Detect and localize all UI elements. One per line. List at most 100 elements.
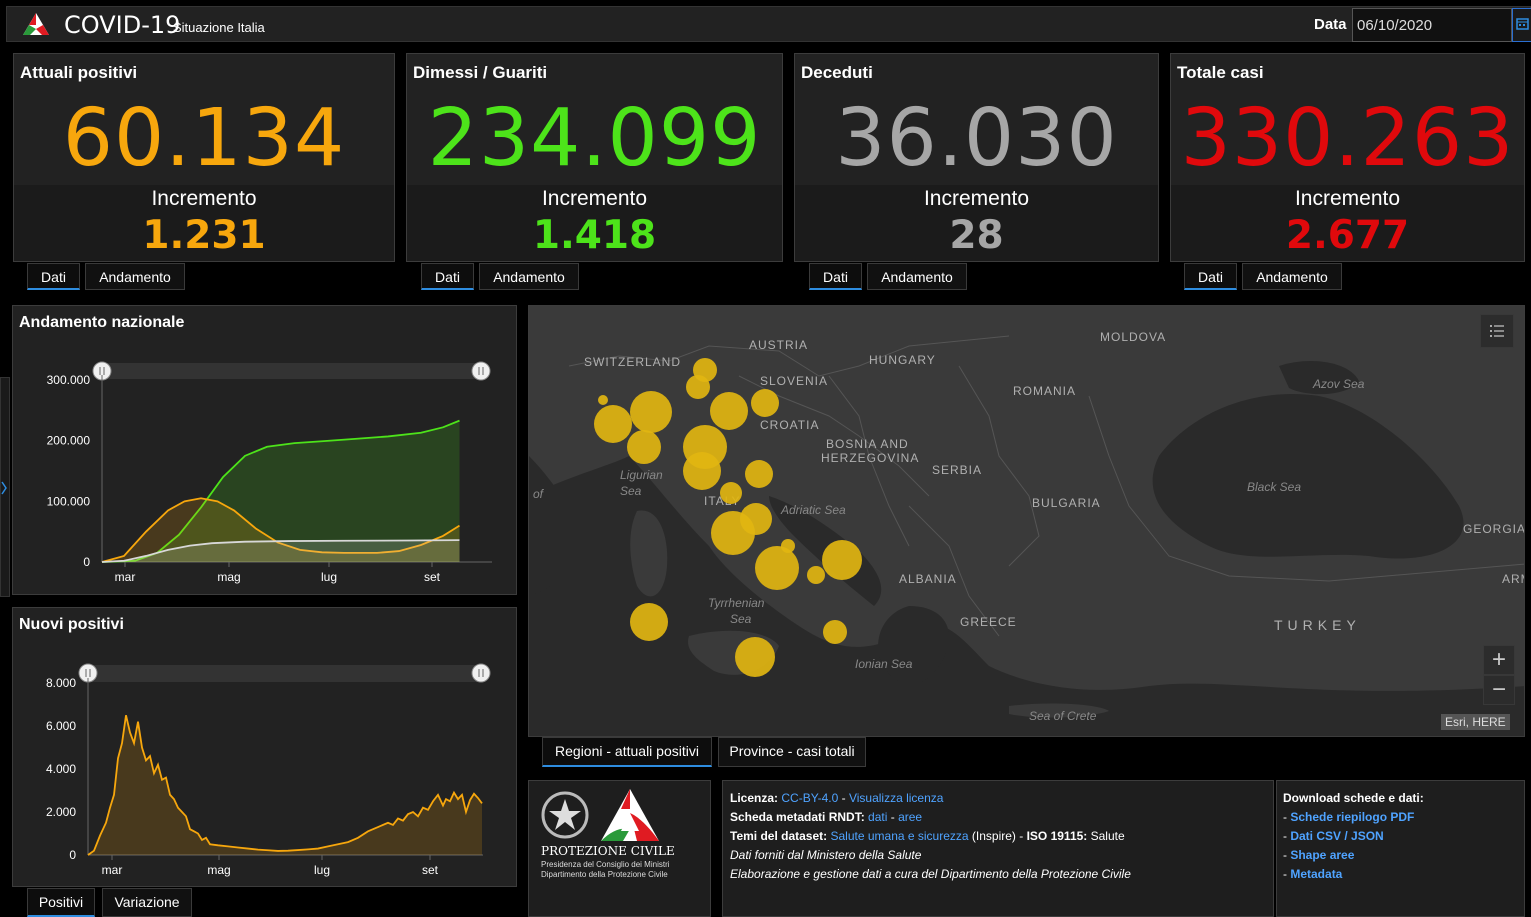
map-label: SERBIA — [932, 463, 983, 477]
range-slider-track[interactable] — [101, 363, 481, 379]
license-label: Licenza: — [730, 791, 779, 805]
series-area — [88, 715, 482, 855]
zoom-out-button[interactable]: − — [1483, 675, 1515, 705]
range-slider-track[interactable] — [87, 665, 481, 682]
iso-value: Salute — [1087, 829, 1125, 843]
y-tick-label: 4.000 — [46, 762, 76, 776]
bullet: - — [1283, 829, 1291, 843]
region-bubble[interactable] — [735, 637, 775, 677]
logo-line1: Presidenza del Consiglio dei Ministri — [541, 860, 670, 869]
region-bubble[interactable] — [711, 511, 755, 555]
y-tick-label: 0 — [69, 848, 76, 862]
calendar-button[interactable] — [1512, 8, 1531, 42]
region-bubble[interactable] — [755, 546, 799, 590]
region-bubble[interactable] — [594, 405, 632, 443]
region-bubble[interactable] — [822, 540, 862, 580]
bullet: - — [1283, 867, 1291, 881]
region-bubble[interactable] — [598, 395, 608, 405]
card-dimessi-guariti: Dimessi / Guariti 234.099 Incremento 1.4… — [406, 53, 783, 262]
series-area — [102, 420, 460, 562]
map-bubbles[interactable] — [529, 306, 1525, 737]
region-bubble[interactable] — [751, 389, 779, 417]
range-handle[interactable] — [471, 663, 491, 683]
card-title: Attuali positivi — [20, 63, 138, 82]
list-icon — [1490, 325, 1504, 337]
themes-link[interactable]: Salute umana e sicurezza — [830, 829, 969, 843]
side-panel-handle[interactable] — [0, 377, 10, 597]
map-label: BULGARIA — [1032, 496, 1101, 510]
tab-andamento-positivi[interactable]: Andamento — [85, 263, 185, 290]
card-lower — [14, 185, 394, 261]
map-label: ROMANIA — [1013, 384, 1077, 398]
download-item: - Dati CSV / JSON — [1283, 829, 1518, 843]
map-sea-label: of — [533, 487, 544, 501]
license-link[interactable]: CC-BY-4.0 — [781, 791, 839, 805]
national-trend-panel: Andamento nazionale 300.000 200.000 100.00… — [12, 305, 517, 595]
region-bubble[interactable] — [807, 566, 825, 584]
map-label: CROATIA — [760, 418, 820, 432]
map-view[interactable]: SWITZERLAND AUSTRIA HUNGARY MOLDOVA SLOV… — [528, 305, 1525, 737]
map-label: GREECE — [960, 615, 1017, 629]
calendar-icon — [1516, 18, 1529, 30]
region-bubble[interactable] — [630, 391, 672, 433]
tab-andamento-totale[interactable]: Andamento — [1242, 263, 1342, 290]
tab-dati-guariti[interactable]: Dati — [421, 263, 474, 290]
metadata-aree-link[interactable]: aree — [898, 810, 923, 824]
tab-province[interactable]: Province - casi totali — [718, 737, 866, 767]
map-sea-label: Sea of Crete — [1029, 709, 1097, 723]
card-title: Totale casi — [1177, 63, 1264, 82]
map-sea-label: Ionian Sea — [855, 657, 913, 671]
logo-box: PROTEZIONE CIVILE Presidenza del Consigl… — [528, 780, 711, 917]
map-attribution[interactable]: Esri, HERE — [1441, 714, 1510, 730]
zoom-in-button[interactable]: + — [1483, 645, 1515, 675]
national-trend-chart[interactable]: 300.000 200.000 100.000 0 mar mag lug set — [13, 306, 518, 596]
y-tick-label: 0 — [83, 555, 90, 569]
region-bubble[interactable] — [686, 375, 710, 399]
series-line — [101, 539, 460, 563]
card-increment-value: 1.418 — [532, 213, 657, 258]
map-label: SWITZERLAND — [584, 355, 682, 369]
region-bubble[interactable] — [823, 620, 847, 644]
tab-dati-totale[interactable]: Dati — [1184, 263, 1237, 290]
region-bubble[interactable] — [745, 460, 773, 488]
panel-title: Andamento nazionale — [19, 314, 185, 331]
tab-dati-positivi[interactable]: Dati — [27, 263, 80, 290]
new-positives-chart[interactable]: 8.000 6.000 4.000 2.000 0 mar mag lug set — [13, 608, 518, 888]
download-shape-link[interactable]: Shape aree — [1290, 848, 1355, 862]
themes-label: Temi del dataset: — [730, 829, 828, 843]
x-tick-label: set — [422, 863, 439, 877]
card-increment-value: 2.677 — [1285, 213, 1410, 258]
info-panel: Licenza: CC-BY-4.0 - Visualizza licenza … — [722, 780, 1274, 917]
card-deceduti: Deceduti 36.030 Incremento 28 — [794, 53, 1159, 262]
metadata-dati-link[interactable]: dati — [868, 810, 888, 824]
x-tick-label: lug — [314, 863, 330, 877]
tab-positivi[interactable]: Positivi — [27, 888, 95, 917]
metadata-label: Scheda metadati RNDT: — [730, 810, 865, 824]
region-bubble[interactable] — [720, 482, 742, 504]
range-handle[interactable] — [471, 361, 491, 381]
region-bubble[interactable] — [710, 392, 748, 430]
map-label: AUSTRIA — [749, 338, 809, 352]
tab-variazione[interactable]: Variazione — [102, 888, 192, 917]
italian-republic-emblem-icon — [541, 791, 589, 839]
region-bubble[interactable] — [683, 452, 721, 490]
region-bubble[interactable] — [630, 603, 668, 641]
region-bubble[interactable] — [627, 430, 661, 464]
tab-dati-deceduti[interactable]: Dati — [809, 263, 862, 290]
card-increment-label: Incremento — [151, 187, 257, 210]
tab-andamento-guariti[interactable]: Andamento — [479, 263, 579, 290]
legend-button[interactable] — [1480, 314, 1514, 348]
logo-org: PROTEZIONE CIVILE — [541, 844, 675, 858]
protezione-civile-logo-icon — [23, 13, 49, 35]
date-input[interactable] — [1352, 8, 1512, 42]
download-csv-link[interactable]: Dati CSV / JSON — [1290, 829, 1384, 843]
map-sea-label: Sea — [620, 484, 642, 498]
card-value: 60.134 — [62, 92, 346, 184]
view-license-link[interactable]: Visualizza licenza — [848, 791, 944, 805]
tab-regioni[interactable]: Regioni - attuali positivi — [542, 737, 712, 767]
download-metadata-link[interactable]: Metadata — [1290, 867, 1343, 881]
tab-andamento-deceduti[interactable]: Andamento — [867, 263, 967, 290]
card-increment-value: 1.231 — [142, 213, 266, 258]
downloads-panel: Download schede e dati: - Schede riepilo… — [1276, 780, 1525, 917]
download-pdf-link[interactable]: Schede riepilogo PDF — [1290, 810, 1415, 824]
